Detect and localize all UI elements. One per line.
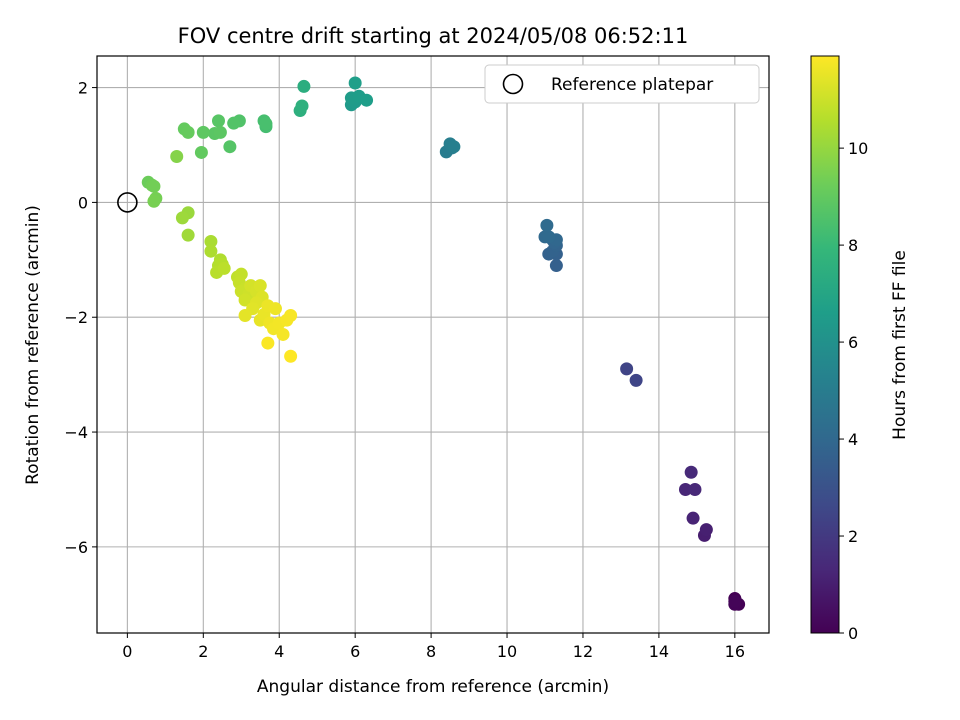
plot-frame [96,55,770,634]
scatter-point [253,279,267,293]
y-tick-label: −2 [64,308,88,327]
scatter-point [629,373,643,387]
reference-marker-group [117,192,138,213]
scatter-point [620,362,634,376]
colorbar-ticks: 0 2 4 6 8 10 [839,139,868,643]
y-tick-label: −4 [64,423,88,442]
scatter-point [170,149,184,163]
x-tick-label: 14 [649,642,669,661]
scatter-point [360,93,374,107]
scatter-point [211,114,225,128]
scatter-point [348,76,362,90]
scatter-point [688,482,702,496]
colorbar-tick-label: 4 [848,430,858,449]
colorbar-tick-label: 6 [848,333,858,352]
scatter-point [227,116,241,130]
scatter-point [447,140,461,154]
scatter-point [147,194,161,208]
legend: Reference platepar [484,64,760,104]
scatter-point [213,125,227,139]
scatter-point [699,523,713,537]
scatter-point [540,218,554,232]
scatter-point [284,309,298,323]
scatter-point [181,228,195,242]
y-axis-ticks: 2 0 −2 −4 −6 [64,79,97,557]
colorbar-tick-label: 8 [848,236,858,255]
scatter-point [194,145,208,159]
scatter-point [181,125,195,139]
y-tick-label: 2 [78,79,88,98]
data-points [141,76,746,611]
x-tick-label: 6 [350,642,360,661]
scatter-point [284,349,298,363]
legend-box [484,64,760,104]
x-axis-label: Angular distance from reference (arcmin) [257,677,609,697]
scatter-point [268,302,282,316]
x-tick-label: 4 [274,642,284,661]
scatter-point [238,309,252,323]
scatter-point [295,99,309,113]
scatter-point [276,327,290,341]
scatter-point [261,336,275,350]
scatter-point [542,230,556,244]
grid-lines [97,56,769,633]
x-axis-ticks: 0 2 4 6 8 10 12 14 16 [122,633,745,661]
x-tick-label: 8 [426,642,436,661]
y-tick-label: −6 [64,538,88,557]
scatter-point [728,594,742,608]
colorbar-label: Hours from first FF file [890,250,910,440]
reference-platepar-marker [117,192,138,213]
scatter-point [223,140,237,154]
colorbar-tick-label: 0 [848,624,858,643]
scatter-point [217,261,231,275]
scatter-point [238,293,252,307]
y-tick-label: 0 [78,193,88,212]
scatter-point [297,79,311,93]
scatter-point [678,482,692,496]
scatter-point [549,259,563,273]
x-tick-label: 12 [573,642,593,661]
x-tick-label: 2 [198,642,208,661]
colorbar-tick-label: 2 [848,527,858,546]
scatter-point [196,125,210,139]
colorbar: 0 2 4 6 8 10 Hours from first FF file [810,55,910,643]
scatter-point [259,117,273,131]
scatter-point [684,465,698,479]
chart-title: FOV centre drift starting at 2024/05/08 … [178,24,689,48]
scatter-point [204,234,218,248]
scatter-point [147,179,161,193]
colorbar-gradient [810,55,840,634]
x-tick-label: 16 [725,642,745,661]
colorbar-tick-label: 10 [848,139,868,158]
legend-reference-marker [502,73,524,95]
legend-entry-reference: Reference platepar [551,75,713,95]
x-tick-label: 10 [497,642,517,661]
scatter-point [175,211,189,225]
x-tick-label: 0 [122,642,132,661]
scatter-point [686,511,700,525]
y-axis-label: Rotation from reference (arcmin) [23,205,43,485]
scatter-point [204,244,218,258]
